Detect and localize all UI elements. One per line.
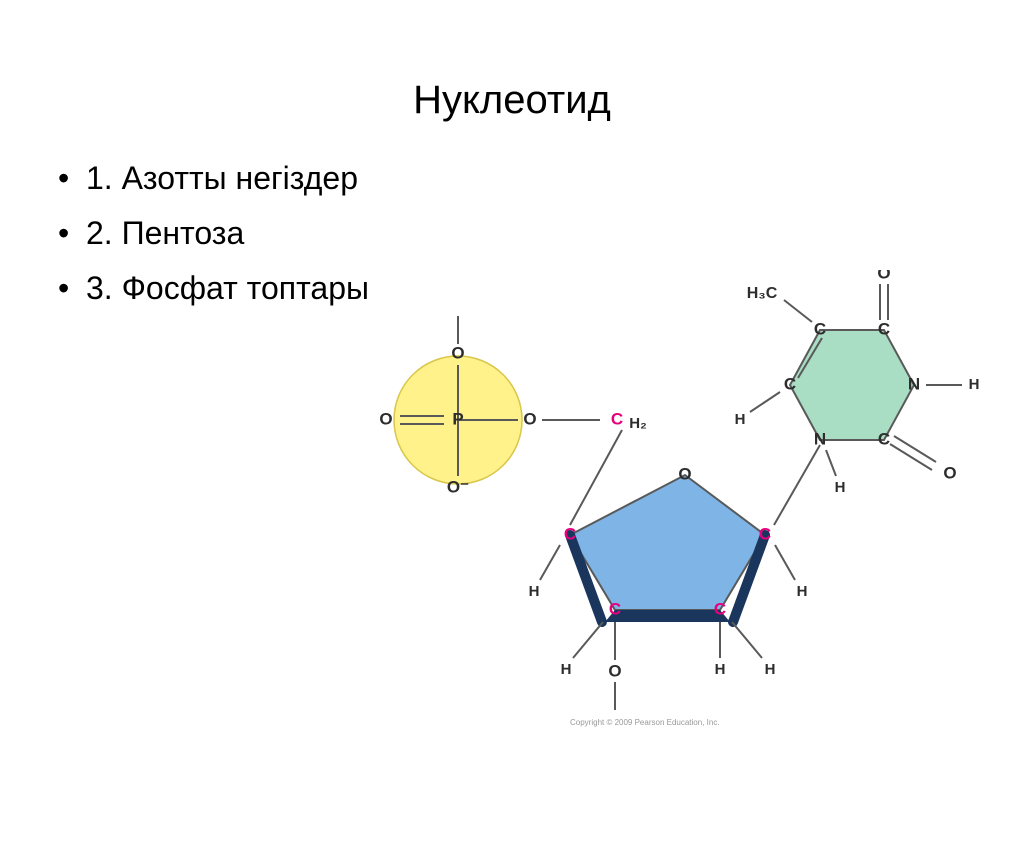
bullet-text: 3. Фосфат топтары [86, 261, 369, 316]
list-item: •2. Пентоза [58, 206, 1024, 261]
bullet-text: 1. Азотты негіздер [86, 151, 358, 206]
bullet-text: 2. Пентоза [86, 206, 244, 261]
list-item: •1. Азотты негіздер [58, 151, 1024, 206]
nucleotide-svg: .bond{stroke:#595959;stroke-width:2;fill… [370, 270, 990, 730]
oxygen-atom: O [877, 270, 890, 282]
hydrogen-atom: H [797, 583, 808, 600]
carbon-atom: C [611, 409, 623, 428]
carbon-atom: C [564, 524, 576, 543]
carbon-atom: C [609, 599, 621, 618]
hydrogen-atom: H [715, 661, 726, 678]
carbon-base-atom: C [878, 319, 890, 338]
hydrogen-atom: H [529, 583, 540, 600]
methyl-label: H₃C [747, 285, 778, 302]
hydrogen-atom: H [835, 479, 846, 496]
oxygen-minus-atom: O⁻ [447, 477, 469, 496]
hydrogen-atom: H [765, 661, 776, 678]
oxygen-atom: O [379, 409, 392, 428]
phosphorus-atom: P [452, 409, 463, 428]
hydrogen-atom: H [561, 661, 572, 678]
sugar-pentose: C H₂ O C C C C H H H H H O [529, 409, 808, 710]
carbon-base-atom: C [814, 319, 826, 338]
oxygen-atom: O [451, 343, 464, 362]
copyright-text: Copyright © 2009 Pearson Education, Inc. [570, 718, 720, 727]
nitrogen-atom: N [814, 429, 826, 448]
ch2-label: H₂ [629, 415, 647, 432]
carbon-base-atom: C [784, 374, 796, 393]
nitrogen-base: N C C C N C O O H H H₃C H [735, 270, 980, 496]
nucleotide-diagram: .bond{stroke:#595959;stroke-width:2;fill… [370, 270, 990, 730]
oxygen-atom: O [608, 661, 621, 680]
hydrogen-atom: H [735, 411, 746, 428]
oxygen-atom: O [523, 409, 536, 428]
oxygen-atom: O [943, 463, 956, 482]
oxygen-atom: O [678, 464, 691, 483]
phosphate-group: P O O O⁻ O [379, 316, 600, 496]
carbon-atom: C [714, 599, 726, 618]
nitrogen-atom: N [908, 374, 920, 393]
page-title: Нуклеотид [0, 78, 1024, 123]
carbon-atom: C [759, 524, 771, 543]
carbon-base-atom: C [878, 429, 890, 448]
hydrogen-atom: H [969, 376, 980, 393]
